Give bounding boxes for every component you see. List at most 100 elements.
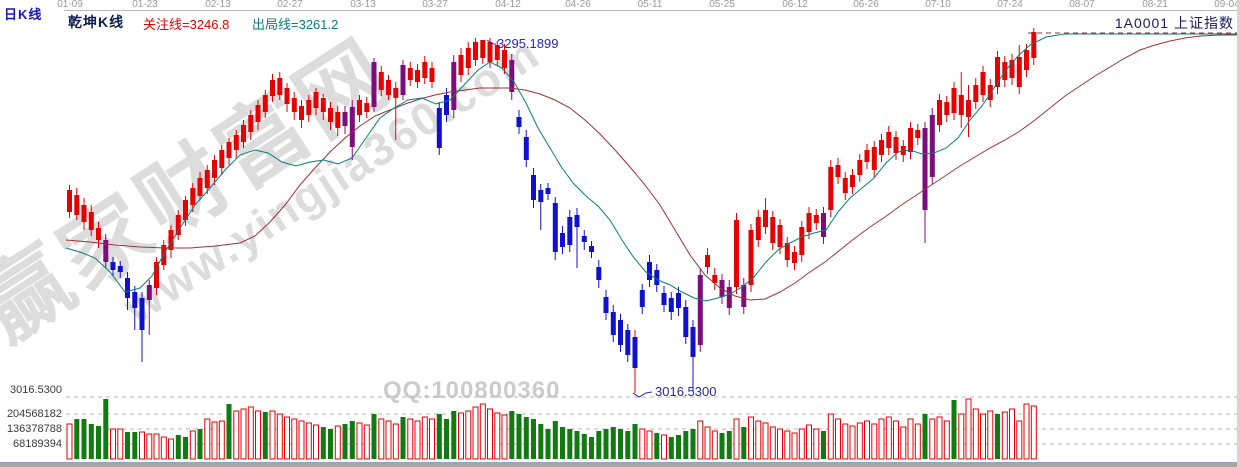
- volume-bar: [755, 420, 762, 460]
- bottom-white-gap: [0, 460, 1240, 462]
- volume-bar: [676, 435, 681, 459]
- volume-bar: [552, 421, 558, 459]
- candle: [393, 88, 399, 98]
- volume-bar: [856, 422, 863, 460]
- candle: [320, 98, 326, 112]
- volume-bar: [125, 432, 130, 459]
- volume-bar: [458, 412, 464, 460]
- candle: [864, 150, 870, 162]
- candle: [190, 188, 196, 205]
- candle: [784, 243, 790, 260]
- candle: [458, 55, 464, 75]
- date-axis: 01-09 01-23 02-13 02-27 03-13 03-27 04-12 04-26…: [0, 0, 1240, 10]
- volume-bar: [189, 430, 196, 460]
- volume-bar: [378, 418, 385, 460]
- candle: [538, 190, 544, 202]
- watermark-qq: QQ:100800360: [383, 377, 561, 404]
- candle: [937, 100, 942, 125]
- axis-label: 204568182: [6, 408, 62, 420]
- volume-bar: [371, 414, 377, 459]
- volume-bar: [451, 411, 457, 459]
- candle: [560, 233, 565, 247]
- candle: [291, 98, 297, 112]
- date-tick-label: 04-12: [495, 0, 521, 10]
- volume-bar: [211, 421, 218, 460]
- volume-bar: [791, 432, 798, 460]
- candle: [1016, 57, 1022, 87]
- candle: [871, 147, 877, 170]
- candle: [487, 42, 493, 62]
- volume-bar: [995, 414, 1000, 459]
- volume-bar: [349, 421, 355, 459]
- volume-bar: [654, 433, 660, 459]
- candle: [929, 115, 935, 177]
- volume-bar: [545, 429, 551, 459]
- volume-bar: [509, 411, 515, 459]
- volume-bar: [567, 429, 573, 459]
- candle: [407, 68, 413, 80]
- candle: [175, 215, 181, 235]
- volume-bar: [444, 419, 449, 459]
- volume-bar: [153, 433, 160, 460]
- candle: [480, 40, 486, 58]
- volume-bar: [980, 413, 986, 460]
- volume-bar: [132, 432, 138, 459]
- moving-average-lines: [65, 32, 1240, 302]
- date-tick-label: 07-24: [997, 0, 1023, 10]
- candle: [654, 270, 660, 285]
- volume-bar: [298, 420, 305, 460]
- candle: [712, 275, 718, 283]
- candle: [719, 280, 725, 297]
- volume-bar: [363, 424, 370, 460]
- volume-bar: [233, 410, 240, 460]
- candle: [799, 227, 805, 255]
- volume-bar: [472, 406, 479, 460]
- date-tick-label: 01-23: [132, 0, 158, 10]
- candle: [248, 115, 254, 132]
- volume-bar: [827, 413, 834, 460]
- candle: [596, 267, 602, 280]
- candle: [574, 215, 580, 227]
- date-tick-label: 05-25: [709, 0, 735, 10]
- volume-bar: [632, 424, 638, 459]
- volume-bar: [639, 428, 646, 460]
- instrument-name[interactable]: 1A0001 上证指数: [1114, 15, 1234, 31]
- candle: [900, 146, 906, 155]
- candle: [850, 175, 855, 187]
- volume-bar: [320, 427, 326, 459]
- volume-bar: [596, 431, 602, 459]
- axis-label: 68189394: [13, 438, 62, 450]
- volume-bar: [835, 418, 841, 460]
- volume-bar: [247, 406, 254, 460]
- volume-bar: [922, 414, 928, 459]
- date-tick-label: 06-26: [853, 0, 879, 10]
- volume-bar: [1001, 411, 1008, 460]
- volume-bar: [407, 418, 414, 460]
- candle: [908, 128, 913, 152]
- candle: [277, 78, 283, 95]
- candle: [922, 128, 928, 210]
- volume-bar: [103, 399, 109, 459]
- volume-bar: [806, 424, 812, 460]
- candle: [183, 200, 188, 220]
- candle: [639, 290, 645, 307]
- window-right-border: [1237, 0, 1240, 467]
- volume-bar: [618, 429, 623, 459]
- kline-period-label[interactable]: 日K线: [4, 7, 43, 22]
- volume-bar: [878, 418, 885, 460]
- candle: [139, 298, 145, 330]
- volume-bar: [762, 422, 769, 460]
- candle: [879, 140, 884, 155]
- volume-bar: [117, 428, 124, 460]
- candle: [132, 292, 138, 308]
- volume-bar: [531, 419, 536, 459]
- ma-long-line: [65, 34, 1240, 301]
- candle: [270, 80, 275, 96]
- candle: [966, 100, 971, 117]
- candle: [618, 320, 623, 345]
- horizontal-scrollbar[interactable]: [0, 462, 1240, 467]
- candle: [813, 215, 819, 223]
- candle: [335, 112, 341, 128]
